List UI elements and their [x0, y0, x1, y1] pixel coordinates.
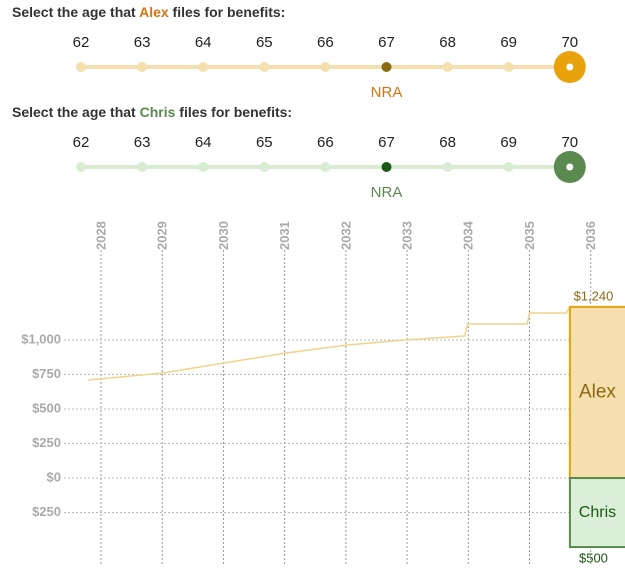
x-tick-label: 2036 [583, 221, 598, 250]
bar-value-label: $1,240 [574, 288, 614, 303]
prompt: Select the age that Alex files for benef… [12, 4, 285, 20]
age-label: 65 [256, 134, 273, 151]
bar-value-label: $500 [579, 550, 608, 565]
prompt: Select the age that Chris files for bene… [12, 104, 292, 120]
y-tick-label: $250 [32, 504, 61, 519]
age-label: 69 [500, 34, 517, 51]
nra-label: NRA [371, 84, 403, 101]
slider-stop[interactable] [442, 62, 453, 72]
benefit-line [88, 306, 571, 381]
person-name: Alex [139, 4, 169, 20]
y-tick-label: $1,000 [21, 331, 61, 346]
age-label: 66 [317, 134, 334, 151]
slider-stop[interactable] [198, 162, 209, 172]
slider-stop[interactable] [320, 162, 331, 172]
age-label: 66 [317, 34, 334, 51]
age-label: 70 [561, 34, 578, 51]
bar-name: Chris [579, 504, 616, 521]
x-tick-label: 2029 [155, 221, 170, 250]
slider-stop[interactable] [320, 62, 331, 72]
x-tick-label: 2028 [93, 221, 108, 250]
age-label: 62 [73, 134, 90, 151]
age-label: 70 [561, 134, 578, 151]
slider-stop[interactable] [76, 62, 86, 72]
age-label: 64 [195, 134, 212, 151]
nra-dot[interactable] [381, 162, 392, 172]
bar [568, 477, 625, 549]
slider-stop[interactable] [137, 162, 148, 172]
prompt-text: files for benefits: [173, 4, 286, 20]
x-tick-label: 2031 [277, 221, 292, 250]
x-tick-label: 2030 [216, 221, 231, 250]
age-label: 65 [256, 34, 273, 51]
age-label: 63 [134, 34, 151, 51]
prompt-text: Select the age that [12, 104, 136, 120]
slider-stop[interactable] [259, 62, 270, 72]
y-tick-label: $750 [32, 366, 61, 381]
slider-stop[interactable] [137, 62, 148, 72]
y-tick-label: $500 [32, 400, 61, 415]
age-label: 68 [439, 34, 456, 51]
y-tick-label: $0 [47, 469, 61, 484]
age-label: 69 [500, 134, 517, 151]
bar-name: Alex [579, 381, 616, 402]
x-tick-label: 2035 [522, 221, 537, 250]
age-label: 64 [195, 34, 212, 51]
age-label: 62 [73, 34, 90, 51]
slider-stop[interactable] [442, 162, 453, 172]
slider-knob-center [566, 63, 574, 71]
age-label: 68 [439, 134, 456, 151]
x-tick-label: 2033 [400, 221, 415, 250]
x-tick-label: 2034 [461, 220, 476, 250]
person-name: Chris [140, 104, 176, 120]
nra-dot[interactable] [381, 62, 392, 72]
age-label: 67 [378, 34, 395, 51]
slider-stop[interactable] [503, 162, 514, 172]
slider-stop[interactable] [198, 62, 209, 72]
age-label: 63 [134, 134, 151, 151]
nra-label: NRA [371, 184, 403, 201]
slider-stop[interactable] [503, 62, 514, 72]
slider-stop[interactable] [259, 162, 270, 172]
slider-stop[interactable] [76, 162, 86, 172]
x-tick-label: 2032 [338, 221, 353, 250]
slider-knob-center [566, 163, 574, 171]
prompt-text: files for benefits: [179, 104, 292, 120]
age-label: 67 [378, 134, 395, 151]
prompt-text: Select the age that [12, 4, 136, 20]
y-tick-label: $250 [32, 435, 61, 450]
